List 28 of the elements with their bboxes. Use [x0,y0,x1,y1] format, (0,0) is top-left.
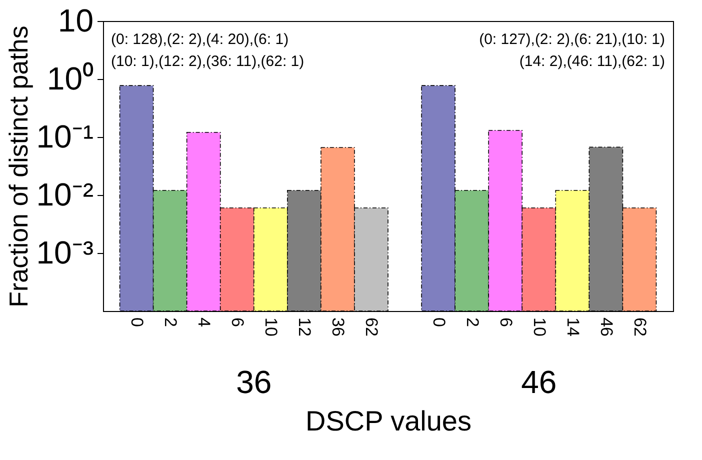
y-tick-label: 10⁻³ [36,234,94,270]
y-tick-label: 10⁰ [46,60,94,96]
annotation: (0: 127),(2: 2),(6: 21),(10: 1) [479,31,665,48]
annotation: (14: 2),(46: 11),(62: 1) [519,53,665,70]
text: 46 [521,364,557,400]
x-tick-label: 46 [596,318,616,336]
y-tick-label: 10⁻² [36,176,94,212]
x-tick-label: 62 [630,318,650,336]
x-tick-label: 10 [530,318,549,336]
x-axis-title: DSCP values [305,405,472,436]
x-tick-label: 12 [295,318,314,336]
x-tick-label: 2 [161,318,180,327]
y-tick-label: 10 [58,2,94,38]
text: 36 [236,364,272,400]
x-tick-label: 0 [128,318,147,327]
annotation: (0: 128),(2: 2),(4: 20),(6: 1) [111,31,289,48]
x-tick-label: 6 [228,318,248,327]
x-tick-label: 4 [194,318,214,327]
x-tick-label: 2 [462,318,482,327]
x-tick-label: 6 [496,318,516,327]
y-axis-title: Fraction of distinct paths [3,26,34,308]
annotation: (10: 1),(12: 2),(36: 11),(62: 1) [111,53,304,70]
x-tick-label: 36 [328,318,348,336]
x-tick-label: 14 [563,318,582,336]
y-tick-label: 10⁻¹ [36,118,94,154]
x-tick-label: 10 [262,318,281,336]
x-tick-label: 0 [429,318,448,327]
x-tick-label: 62 [362,318,382,336]
